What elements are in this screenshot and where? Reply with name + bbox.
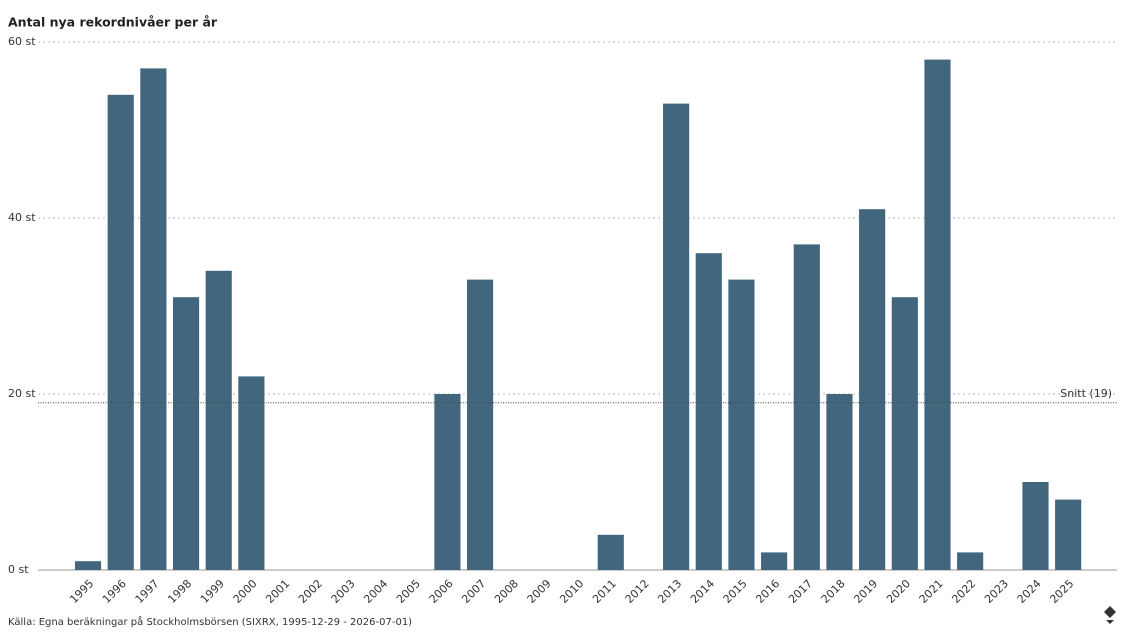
bar (140, 68, 167, 571)
bar (434, 394, 461, 570)
bar (761, 552, 788, 570)
x-tick-label: 2005 (394, 577, 423, 606)
x-tick-label: 2002 (296, 577, 325, 606)
bar (107, 94, 134, 571)
bar (205, 270, 232, 570)
bar (663, 103, 690, 570)
x-tick-label: 2018 (819, 577, 848, 606)
x-tick-label: 2020 (884, 577, 913, 606)
x-tick-label: 2021 (917, 577, 946, 606)
x-tick-label: 1995 (67, 577, 96, 606)
y-tick-label: 60 st (8, 35, 36, 48)
y-tick-label: 20 st (8, 387, 36, 400)
x-tick-label: 2010 (557, 577, 586, 606)
y-tick-label: 40 st (8, 211, 36, 224)
x-tick-label: 2022 (949, 577, 978, 606)
source-note: Källa: Egna beräkningar på Stockholmsbör… (8, 615, 412, 628)
x-tick-label: 2009 (525, 577, 554, 606)
x-tick-label: 2013 (655, 577, 684, 606)
x-tick-label: 2008 (492, 577, 521, 606)
x-tick-label: 2007 (459, 577, 488, 606)
x-tick-label: 2023 (982, 577, 1011, 606)
bar (597, 534, 624, 570)
x-tick-label: 2004 (361, 577, 390, 606)
x-tick-label: 2016 (753, 577, 782, 606)
x-tick-label: 1997 (133, 577, 162, 606)
bar (957, 552, 984, 570)
bar (891, 297, 918, 570)
y-tick-label: 0 st (8, 563, 29, 576)
x-tick-label: 1998 (165, 577, 194, 606)
x-tick-label: 2025 (1047, 577, 1076, 606)
average-label: Snitt (19) (1060, 387, 1112, 400)
x-tick-label: 2024 (1015, 577, 1044, 606)
x-tick-label: 2017 (786, 577, 815, 606)
bar (74, 561, 102, 570)
chart-title: Antal nya rekordnivåer per år (8, 15, 218, 30)
x-tick-label: 2014 (688, 577, 717, 606)
bar (859, 209, 886, 570)
bar (1055, 499, 1082, 570)
bar (695, 253, 722, 570)
x-tick-label: 2011 (590, 577, 619, 606)
bar (728, 279, 755, 570)
logo-icon (1104, 606, 1116, 624)
x-tick-label: 1999 (198, 577, 227, 606)
bar (826, 394, 853, 570)
bar (924, 59, 951, 570)
x-tick-label: 2015 (721, 577, 750, 606)
x-tick-label: 1996 (100, 577, 129, 606)
x-tick-label: 2012 (623, 577, 652, 606)
x-tick-label: 2000 (231, 577, 260, 606)
bar (1022, 482, 1049, 570)
bar (172, 297, 200, 570)
x-tick-label: 2006 (427, 577, 456, 606)
x-tick-label: 2003 (329, 577, 358, 606)
x-tick-label: 2019 (851, 577, 880, 606)
bar (793, 244, 820, 570)
bar (467, 279, 494, 570)
bar (238, 376, 265, 570)
x-tick-label: 2001 (263, 577, 292, 606)
logo (1104, 606, 1116, 624)
